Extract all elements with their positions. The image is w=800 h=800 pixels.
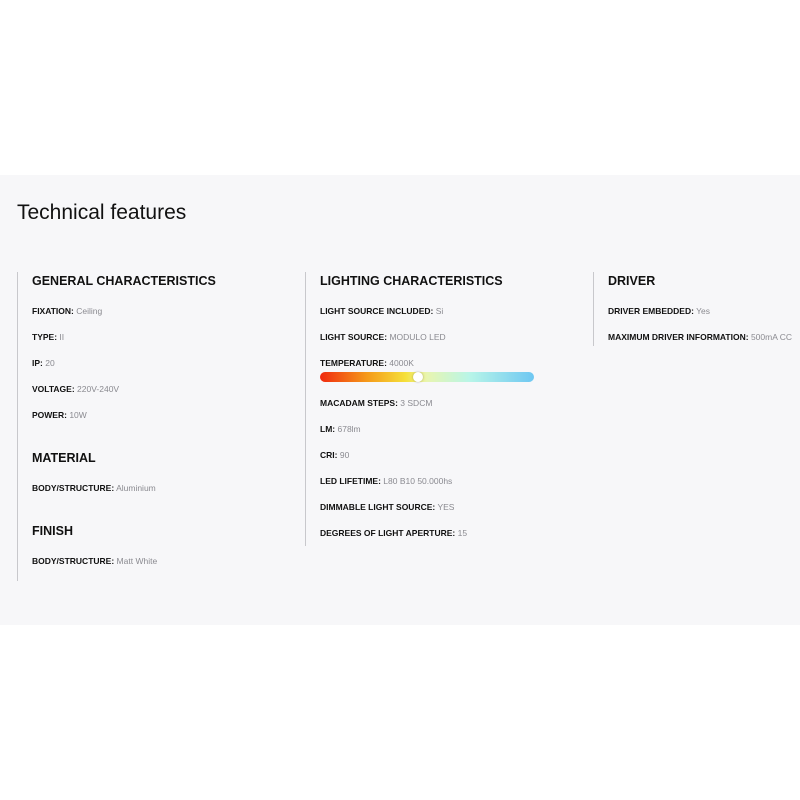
spec-value: II: [59, 332, 65, 342]
spec-label: LIGHT SOURCE INCLUDED:: [320, 306, 434, 316]
spec-item: LIGHT SOURCE: MODULO LED: [320, 331, 534, 357]
spec-label: CRI:: [320, 450, 338, 460]
spec-value: 500mA CC: [750, 332, 793, 342]
spec-value: 90: [339, 450, 350, 460]
spec-item: BODY/STRUCTURE: Aluminium: [32, 482, 216, 508]
spec-item: IP: 20: [32, 357, 216, 383]
spec-label: DRIVER EMBEDDED:: [608, 306, 694, 316]
spec-value: MODULO LED: [389, 332, 446, 342]
spec-label: LIGHT SOURCE:: [320, 332, 388, 342]
spec-label: BODY/STRUCTURE:: [32, 483, 115, 493]
spec-label: MAXIMUM DRIVER INFORMATION:: [608, 332, 749, 342]
spec-item: POWER: 10W: [32, 409, 216, 435]
spec-item: DIMMABLE LIGHT SOURCE: YES: [320, 501, 534, 527]
spec-label: FIXATION:: [32, 306, 74, 316]
general-column: GENERAL CHARACTERISTICS FIXATION: Ceilin…: [17, 272, 216, 581]
spec-label: LED LIFETIME:: [320, 476, 381, 486]
driver-column: DRIVER DRIVER EMBEDDED: Yes MAXIMUM DRIVE…: [593, 272, 792, 346]
spec-item: TEMPERATURE: 4000K: [320, 357, 534, 383]
technical-features-panel: Technical features GENERAL CHARACTERISTI…: [0, 175, 800, 625]
spec-label: TYPE:: [32, 332, 58, 342]
spec-label: POWER:: [32, 410, 67, 420]
driver-heading: DRIVER: [608, 274, 656, 288]
spec-label: LM:: [320, 424, 336, 434]
spec-label: DEGREES OF LIGHT APERTURE:: [320, 528, 456, 538]
spec-value: YES: [437, 502, 455, 512]
spec-value: 10W: [69, 410, 87, 420]
spec-item: MAXIMUM DRIVER INFORMATION: 500mA CC: [608, 331, 792, 357]
spec-item: CRI: 90: [320, 449, 534, 475]
spec-label: TEMPERATURE:: [320, 358, 387, 368]
spec-value: Si: [435, 306, 444, 316]
general-heading: GENERAL CHARACTERISTICS: [32, 274, 216, 288]
material-heading: MATERIAL: [32, 451, 96, 465]
spec-value: 3 SDCM: [400, 398, 433, 408]
spec-label: IP:: [32, 358, 43, 368]
spec-item: MACADAM STEPS: 3 SDCM: [320, 397, 534, 423]
spec-item: FIXATION: Ceiling: [32, 305, 216, 331]
temperature-marker: [413, 372, 424, 382]
spec-label: BODY/STRUCTURE:: [32, 556, 115, 566]
finish-heading: FINISH: [32, 524, 73, 538]
spec-label: DIMMABLE LIGHT SOURCE:: [320, 502, 436, 512]
spec-item: DRIVER EMBEDDED: Yes: [608, 305, 792, 331]
temperature-scale: [320, 372, 534, 382]
spec-item: TYPE: II: [32, 331, 216, 357]
spec-value: L80 B10 50.000hs: [383, 476, 453, 486]
spec-label: VOLTAGE:: [32, 384, 75, 394]
spec-value: Yes: [696, 306, 711, 316]
spec-value: 20: [45, 358, 55, 368]
section-title: Technical features: [17, 201, 187, 224]
spec-value: Aluminium: [116, 483, 156, 493]
spec-item: LM: 678lm: [320, 423, 534, 449]
spec-item: LIGHT SOURCE INCLUDED: Si: [320, 305, 534, 331]
spec-value: 678lm: [337, 424, 361, 434]
spec-value: Ceiling: [76, 306, 103, 316]
spec-label: MACADAM STEPS:: [320, 398, 398, 408]
spec-item: DEGREES OF LIGHT APERTURE: 15: [320, 527, 534, 553]
spec-value: 220V-240V: [77, 384, 120, 394]
lighting-column: LIGHTING CHARACTERISTICS LIGHT SOURCE IN…: [305, 272, 534, 546]
spec-value: Matt White: [116, 556, 158, 566]
spec-value: 15: [457, 528, 468, 538]
spec-item: BODY/STRUCTURE: Matt White: [32, 555, 216, 581]
spec-item: VOLTAGE: 220V-240V: [32, 383, 216, 409]
spec-value: 4000K: [389, 358, 414, 368]
spec-item: LED LIFETIME: L80 B10 50.000hs: [320, 475, 534, 501]
lighting-heading: LIGHTING CHARACTERISTICS: [320, 274, 503, 288]
